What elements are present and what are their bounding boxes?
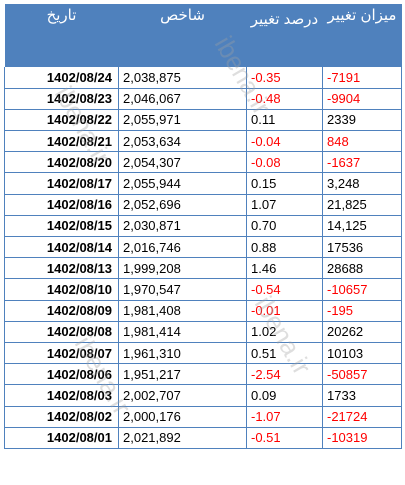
index-cell: 2,021,892 — [118, 427, 247, 449]
date-cell: 1402/08/16 — [4, 194, 119, 216]
index-cell: 2,002,707 — [118, 384, 247, 407]
table-row: 1402/08/22 2,055,971 0.11 2339 — [4, 109, 402, 132]
index-cell: 1,981,408 — [118, 300, 247, 322]
percent-cell: -0.48 — [246, 88, 323, 110]
change-cell: 848 — [322, 130, 402, 153]
table-row: 1402/08/09 1,981,408 -0.01 -195 — [4, 300, 402, 322]
percent-cell: -0.08 — [246, 151, 323, 174]
table-body: 1402/08/24 2,038,875 -0.35 -7191 1402/08/23 2… — [4, 67, 402, 449]
percent-cell: 0.70 — [246, 215, 323, 238]
table-row: 1402/08/23 2,046,067 -0.48 -9904 — [4, 88, 402, 110]
date-cell: 1402/08/07 — [4, 342, 119, 365]
table-row: 1402/08/08 1,981,414 1.02 20262 — [4, 321, 402, 343]
change-cell: -10657 — [322, 278, 402, 301]
date-cell: 1402/08/14 — [4, 236, 119, 259]
percent-cell: 0.11 — [246, 109, 323, 132]
index-cell: 2,054,307 — [118, 151, 247, 174]
percent-cell: 0.51 — [246, 342, 323, 365]
date-cell: 1402/08/17 — [4, 172, 119, 195]
change-cell: 20262 — [322, 321, 402, 343]
date-cell: 1402/08/20 — [4, 151, 119, 174]
index-cell: 1,961,310 — [118, 342, 247, 365]
table-row: 1402/08/07 1,961,310 0.51 10103 — [4, 342, 402, 365]
index-cell: 2,052,696 — [118, 194, 247, 216]
index-cell: 1,970,547 — [118, 278, 247, 301]
index-cell: 2,038,875 — [118, 67, 247, 89]
change-cell: 17536 — [322, 236, 402, 259]
date-cell: 1402/08/10 — [4, 278, 119, 301]
index-cell: 2,053,634 — [118, 130, 247, 153]
date-column-header: تاریخ — [4, 4, 119, 67]
change-cell: -7191 — [322, 67, 402, 89]
table-row: 1402/08/20 2,054,307 -0.08 -1637 — [4, 151, 402, 174]
table-row: 1402/08/10 1,970,547 -0.54 -10657 — [4, 278, 402, 301]
percent-cell: 0.88 — [246, 236, 323, 259]
date-cell: 1402/08/09 — [4, 300, 119, 322]
table-row: 1402/08/02 2,000,176 -1.07 -21724 — [4, 406, 402, 428]
percent-cell: 0.09 — [246, 384, 323, 407]
table-row: 1402/08/06 1,951,217 -2.54 -50857 — [4, 363, 402, 386]
index-cell: 2,030,871 — [118, 215, 247, 238]
index-table: تاریخ شاخص درصد تغییر میزان تغییر 1402/0… — [4, 4, 402, 449]
date-cell: 1402/08/24 — [4, 67, 119, 89]
change-cell: 10103 — [322, 342, 402, 365]
date-cell: 1402/08/06 — [4, 363, 119, 386]
table-row: 1402/08/16 2,052,696 1.07 21,825 — [4, 194, 402, 216]
table-row: 1402/08/24 2,038,875 -0.35 -7191 — [4, 67, 402, 89]
table-header-row: تاریخ شاخص درصد تغییر میزان تغییر — [4, 4, 402, 67]
index-cell: 1,981,414 — [118, 321, 247, 343]
table-row: 1402/08/15 2,030,871 0.70 14,125 — [4, 215, 402, 238]
date-cell: 1402/08/21 — [4, 130, 119, 153]
percent-cell: -0.54 — [246, 278, 323, 301]
change-cell: 2339 — [322, 109, 402, 132]
index-cell: 2,000,176 — [118, 406, 247, 428]
date-cell: 1402/08/13 — [4, 257, 119, 280]
change-cell: 1733 — [322, 384, 402, 407]
percent-cell: 0.15 — [246, 172, 323, 195]
percent-cell: -0.04 — [246, 130, 323, 153]
table-row: 1402/08/17 2,055,944 0.15 3,248 — [4, 172, 402, 195]
change-cell: 21,825 — [322, 194, 402, 216]
index-cell: 2,055,944 — [118, 172, 247, 195]
table-row: 1402/08/21 2,053,634 -0.04 848 — [4, 130, 402, 153]
table-row: 1402/08/13 1,999,208 1.46 28688 — [4, 257, 402, 280]
date-cell: 1402/08/02 — [4, 406, 119, 428]
change-cell: -195 — [322, 300, 402, 322]
percent-cell: -0.35 — [246, 67, 323, 89]
percent-column-header: درصد تغییر — [246, 4, 323, 67]
change-cell: -21724 — [322, 406, 402, 428]
change-column-header: میزان تغییر — [322, 4, 402, 67]
index-cell: 1,951,217 — [118, 363, 247, 386]
date-cell: 1402/08/01 — [4, 427, 119, 449]
percent-cell: -2.54 — [246, 363, 323, 386]
index-column-header: شاخص — [118, 4, 247, 67]
percent-cell: 1.07 — [246, 194, 323, 216]
change-cell: -10319 — [322, 427, 402, 449]
table-row: 1402/08/14 2,016,746 0.88 17536 — [4, 236, 402, 259]
date-cell: 1402/08/15 — [4, 215, 119, 238]
index-cell: 2,046,067 — [118, 88, 247, 110]
date-cell: 1402/08/23 — [4, 88, 119, 110]
index-cell: 2,016,746 — [118, 236, 247, 259]
percent-cell: 1.02 — [246, 321, 323, 343]
change-cell: 14,125 — [322, 215, 402, 238]
table-row: 1402/08/03 2,002,707 0.09 1733 — [4, 384, 402, 407]
change-cell: 3,248 — [322, 172, 402, 195]
percent-cell: -0.51 — [246, 427, 323, 449]
change-cell: -1637 — [322, 151, 402, 174]
index-cell: 2,055,971 — [118, 109, 247, 132]
percent-cell: 1.46 — [246, 257, 323, 280]
date-cell: 1402/08/22 — [4, 109, 119, 132]
change-cell: -50857 — [322, 363, 402, 386]
date-cell: 1402/08/03 — [4, 384, 119, 407]
change-cell: -9904 — [322, 88, 402, 110]
percent-cell: -0.01 — [246, 300, 323, 322]
percent-cell: -1.07 — [246, 406, 323, 428]
change-cell: 28688 — [322, 257, 402, 280]
table-row: 1402/08/01 2,021,892 -0.51 -10319 — [4, 427, 402, 449]
date-cell: 1402/08/08 — [4, 321, 119, 343]
index-cell: 1,999,208 — [118, 257, 247, 280]
